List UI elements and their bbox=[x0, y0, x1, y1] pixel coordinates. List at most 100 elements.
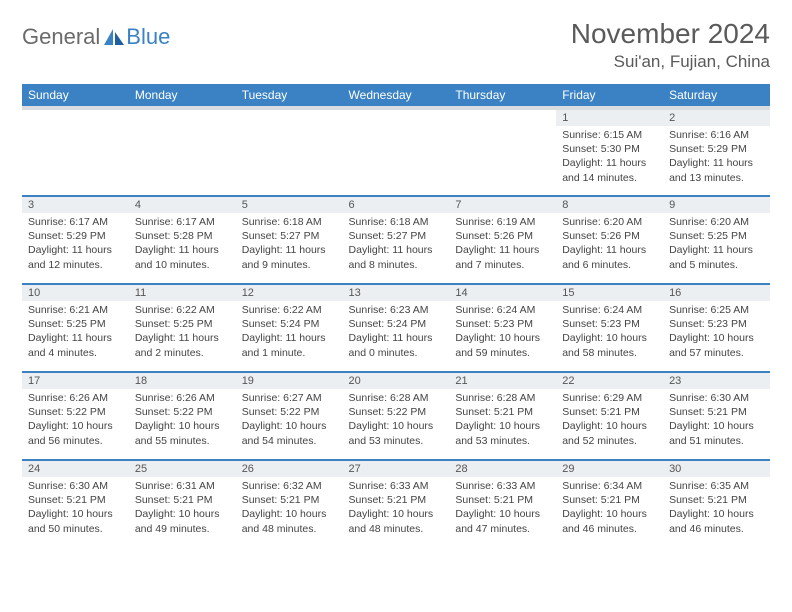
day-number: 22 bbox=[556, 373, 663, 389]
day-info: Sunrise: 6:33 AMSunset: 5:21 PMDaylight:… bbox=[343, 477, 450, 540]
sunrise-text: Sunrise: 6:21 AM bbox=[28, 303, 123, 317]
daylight-text: Daylight: 11 hours and 5 minutes. bbox=[669, 243, 764, 271]
sunset-text: Sunset: 5:22 PM bbox=[242, 405, 337, 419]
day-number: 15 bbox=[556, 285, 663, 301]
calendar-cell: 4Sunrise: 6:17 AMSunset: 5:28 PMDaylight… bbox=[129, 196, 236, 284]
calendar-cell: 13Sunrise: 6:23 AMSunset: 5:24 PMDayligh… bbox=[343, 284, 450, 372]
day-number: 10 bbox=[22, 285, 129, 301]
sunrise-text: Sunrise: 6:33 AM bbox=[455, 479, 550, 493]
daylight-text: Daylight: 10 hours and 48 minutes. bbox=[242, 507, 337, 535]
day-number: 23 bbox=[663, 373, 770, 389]
calendar-row: 24Sunrise: 6:30 AMSunset: 5:21 PMDayligh… bbox=[22, 460, 770, 548]
day-number: 5 bbox=[236, 197, 343, 213]
sunset-text: Sunset: 5:22 PM bbox=[349, 405, 444, 419]
daylight-text: Daylight: 11 hours and 6 minutes. bbox=[562, 243, 657, 271]
calendar-cell: 25Sunrise: 6:31 AMSunset: 5:21 PMDayligh… bbox=[129, 460, 236, 548]
day-number: 17 bbox=[22, 373, 129, 389]
day-info: Sunrise: 6:16 AMSunset: 5:29 PMDaylight:… bbox=[663, 126, 770, 189]
sunrise-text: Sunrise: 6:28 AM bbox=[455, 391, 550, 405]
header: General Blue November 2024 Sui'an, Fujia… bbox=[22, 18, 770, 72]
calendar-cell: 28Sunrise: 6:33 AMSunset: 5:21 PMDayligh… bbox=[449, 460, 556, 548]
daylight-text: Daylight: 10 hours and 46 minutes. bbox=[562, 507, 657, 535]
day-number: 11 bbox=[129, 285, 236, 301]
calendar-cell: 27Sunrise: 6:33 AMSunset: 5:21 PMDayligh… bbox=[343, 460, 450, 548]
day-info: Sunrise: 6:24 AMSunset: 5:23 PMDaylight:… bbox=[556, 301, 663, 364]
day-info: Sunrise: 6:17 AMSunset: 5:29 PMDaylight:… bbox=[22, 213, 129, 276]
sunset-text: Sunset: 5:24 PM bbox=[349, 317, 444, 331]
day-info: Sunrise: 6:18 AMSunset: 5:27 PMDaylight:… bbox=[343, 213, 450, 276]
page-title: November 2024 bbox=[571, 18, 770, 50]
day-info: Sunrise: 6:17 AMSunset: 5:28 PMDaylight:… bbox=[129, 213, 236, 276]
daylight-text: Daylight: 11 hours and 8 minutes. bbox=[349, 243, 444, 271]
calendar-row: 1Sunrise: 6:15 AMSunset: 5:30 PMDaylight… bbox=[22, 108, 770, 196]
calendar-cell: 26Sunrise: 6:32 AMSunset: 5:21 PMDayligh… bbox=[236, 460, 343, 548]
sunrise-text: Sunrise: 6:34 AM bbox=[562, 479, 657, 493]
calendar-cell: 22Sunrise: 6:29 AMSunset: 5:21 PMDayligh… bbox=[556, 372, 663, 460]
sail-icon bbox=[104, 29, 124, 45]
daylight-text: Daylight: 10 hours and 57 minutes. bbox=[669, 331, 764, 359]
calendar-cell: 10Sunrise: 6:21 AMSunset: 5:25 PMDayligh… bbox=[22, 284, 129, 372]
daylight-text: Daylight: 11 hours and 13 minutes. bbox=[669, 156, 764, 184]
calendar-row: 3Sunrise: 6:17 AMSunset: 5:29 PMDaylight… bbox=[22, 196, 770, 284]
dow-sunday: Sunday bbox=[22, 84, 129, 108]
sunset-text: Sunset: 5:28 PM bbox=[135, 229, 230, 243]
sunset-text: Sunset: 5:22 PM bbox=[28, 405, 123, 419]
calendar-row: 10Sunrise: 6:21 AMSunset: 5:25 PMDayligh… bbox=[22, 284, 770, 372]
dow-tuesday: Tuesday bbox=[236, 84, 343, 108]
sunset-text: Sunset: 5:29 PM bbox=[28, 229, 123, 243]
day-info: Sunrise: 6:30 AMSunset: 5:21 PMDaylight:… bbox=[663, 389, 770, 452]
sunset-text: Sunset: 5:21 PM bbox=[135, 493, 230, 507]
sunrise-text: Sunrise: 6:24 AM bbox=[455, 303, 550, 317]
daylight-text: Daylight: 10 hours and 47 minutes. bbox=[455, 507, 550, 535]
sunrise-text: Sunrise: 6:32 AM bbox=[242, 479, 337, 493]
sunrise-text: Sunrise: 6:17 AM bbox=[135, 215, 230, 229]
calendar-cell: 15Sunrise: 6:24 AMSunset: 5:23 PMDayligh… bbox=[556, 284, 663, 372]
day-number: 30 bbox=[663, 461, 770, 477]
day-info: Sunrise: 6:32 AMSunset: 5:21 PMDaylight:… bbox=[236, 477, 343, 540]
sunset-text: Sunset: 5:23 PM bbox=[669, 317, 764, 331]
day-info: Sunrise: 6:22 AMSunset: 5:24 PMDaylight:… bbox=[236, 301, 343, 364]
day-info: Sunrise: 6:29 AMSunset: 5:21 PMDaylight:… bbox=[556, 389, 663, 452]
calendar-cell: 30Sunrise: 6:35 AMSunset: 5:21 PMDayligh… bbox=[663, 460, 770, 548]
daylight-text: Daylight: 10 hours and 53 minutes. bbox=[455, 419, 550, 447]
sunset-text: Sunset: 5:21 PM bbox=[455, 493, 550, 507]
daylight-text: Daylight: 11 hours and 1 minute. bbox=[242, 331, 337, 359]
day-number: 7 bbox=[449, 197, 556, 213]
sunset-text: Sunset: 5:25 PM bbox=[669, 229, 764, 243]
sunrise-text: Sunrise: 6:18 AM bbox=[242, 215, 337, 229]
day-info: Sunrise: 6:15 AMSunset: 5:30 PMDaylight:… bbox=[556, 126, 663, 189]
calendar-cell: 24Sunrise: 6:30 AMSunset: 5:21 PMDayligh… bbox=[22, 460, 129, 548]
sunset-text: Sunset: 5:24 PM bbox=[242, 317, 337, 331]
calendar-cell bbox=[343, 108, 450, 196]
sunrise-text: Sunrise: 6:20 AM bbox=[669, 215, 764, 229]
day-info: Sunrise: 6:20 AMSunset: 5:26 PMDaylight:… bbox=[556, 213, 663, 276]
calendar-cell: 16Sunrise: 6:25 AMSunset: 5:23 PMDayligh… bbox=[663, 284, 770, 372]
sunset-text: Sunset: 5:21 PM bbox=[28, 493, 123, 507]
sunset-text: Sunset: 5:30 PM bbox=[562, 142, 657, 156]
calendar-cell: 18Sunrise: 6:26 AMSunset: 5:22 PMDayligh… bbox=[129, 372, 236, 460]
sunset-text: Sunset: 5:27 PM bbox=[349, 229, 444, 243]
title-block: November 2024 Sui'an, Fujian, China bbox=[571, 18, 770, 72]
day-number: 21 bbox=[449, 373, 556, 389]
day-info: Sunrise: 6:28 AMSunset: 5:21 PMDaylight:… bbox=[449, 389, 556, 452]
calendar-cell: 9Sunrise: 6:20 AMSunset: 5:25 PMDaylight… bbox=[663, 196, 770, 284]
dow-wednesday: Wednesday bbox=[343, 84, 450, 108]
day-info: Sunrise: 6:22 AMSunset: 5:25 PMDaylight:… bbox=[129, 301, 236, 364]
calendar-cell: 1Sunrise: 6:15 AMSunset: 5:30 PMDaylight… bbox=[556, 108, 663, 196]
day-info: Sunrise: 6:19 AMSunset: 5:26 PMDaylight:… bbox=[449, 213, 556, 276]
calendar-cell: 29Sunrise: 6:34 AMSunset: 5:21 PMDayligh… bbox=[556, 460, 663, 548]
sunset-text: Sunset: 5:25 PM bbox=[135, 317, 230, 331]
sunrise-text: Sunrise: 6:19 AM bbox=[455, 215, 550, 229]
daylight-text: Daylight: 10 hours and 58 minutes. bbox=[562, 331, 657, 359]
sunset-text: Sunset: 5:23 PM bbox=[562, 317, 657, 331]
day-number: 20 bbox=[343, 373, 450, 389]
calendar-cell bbox=[449, 108, 556, 196]
calendar-cell: 8Sunrise: 6:20 AMSunset: 5:26 PMDaylight… bbox=[556, 196, 663, 284]
day-info: Sunrise: 6:28 AMSunset: 5:22 PMDaylight:… bbox=[343, 389, 450, 452]
sunset-text: Sunset: 5:26 PM bbox=[455, 229, 550, 243]
sunset-text: Sunset: 5:25 PM bbox=[28, 317, 123, 331]
day-number: 16 bbox=[663, 285, 770, 301]
calendar-cell: 5Sunrise: 6:18 AMSunset: 5:27 PMDaylight… bbox=[236, 196, 343, 284]
calendar-cell: 23Sunrise: 6:30 AMSunset: 5:21 PMDayligh… bbox=[663, 372, 770, 460]
sunrise-text: Sunrise: 6:22 AM bbox=[135, 303, 230, 317]
